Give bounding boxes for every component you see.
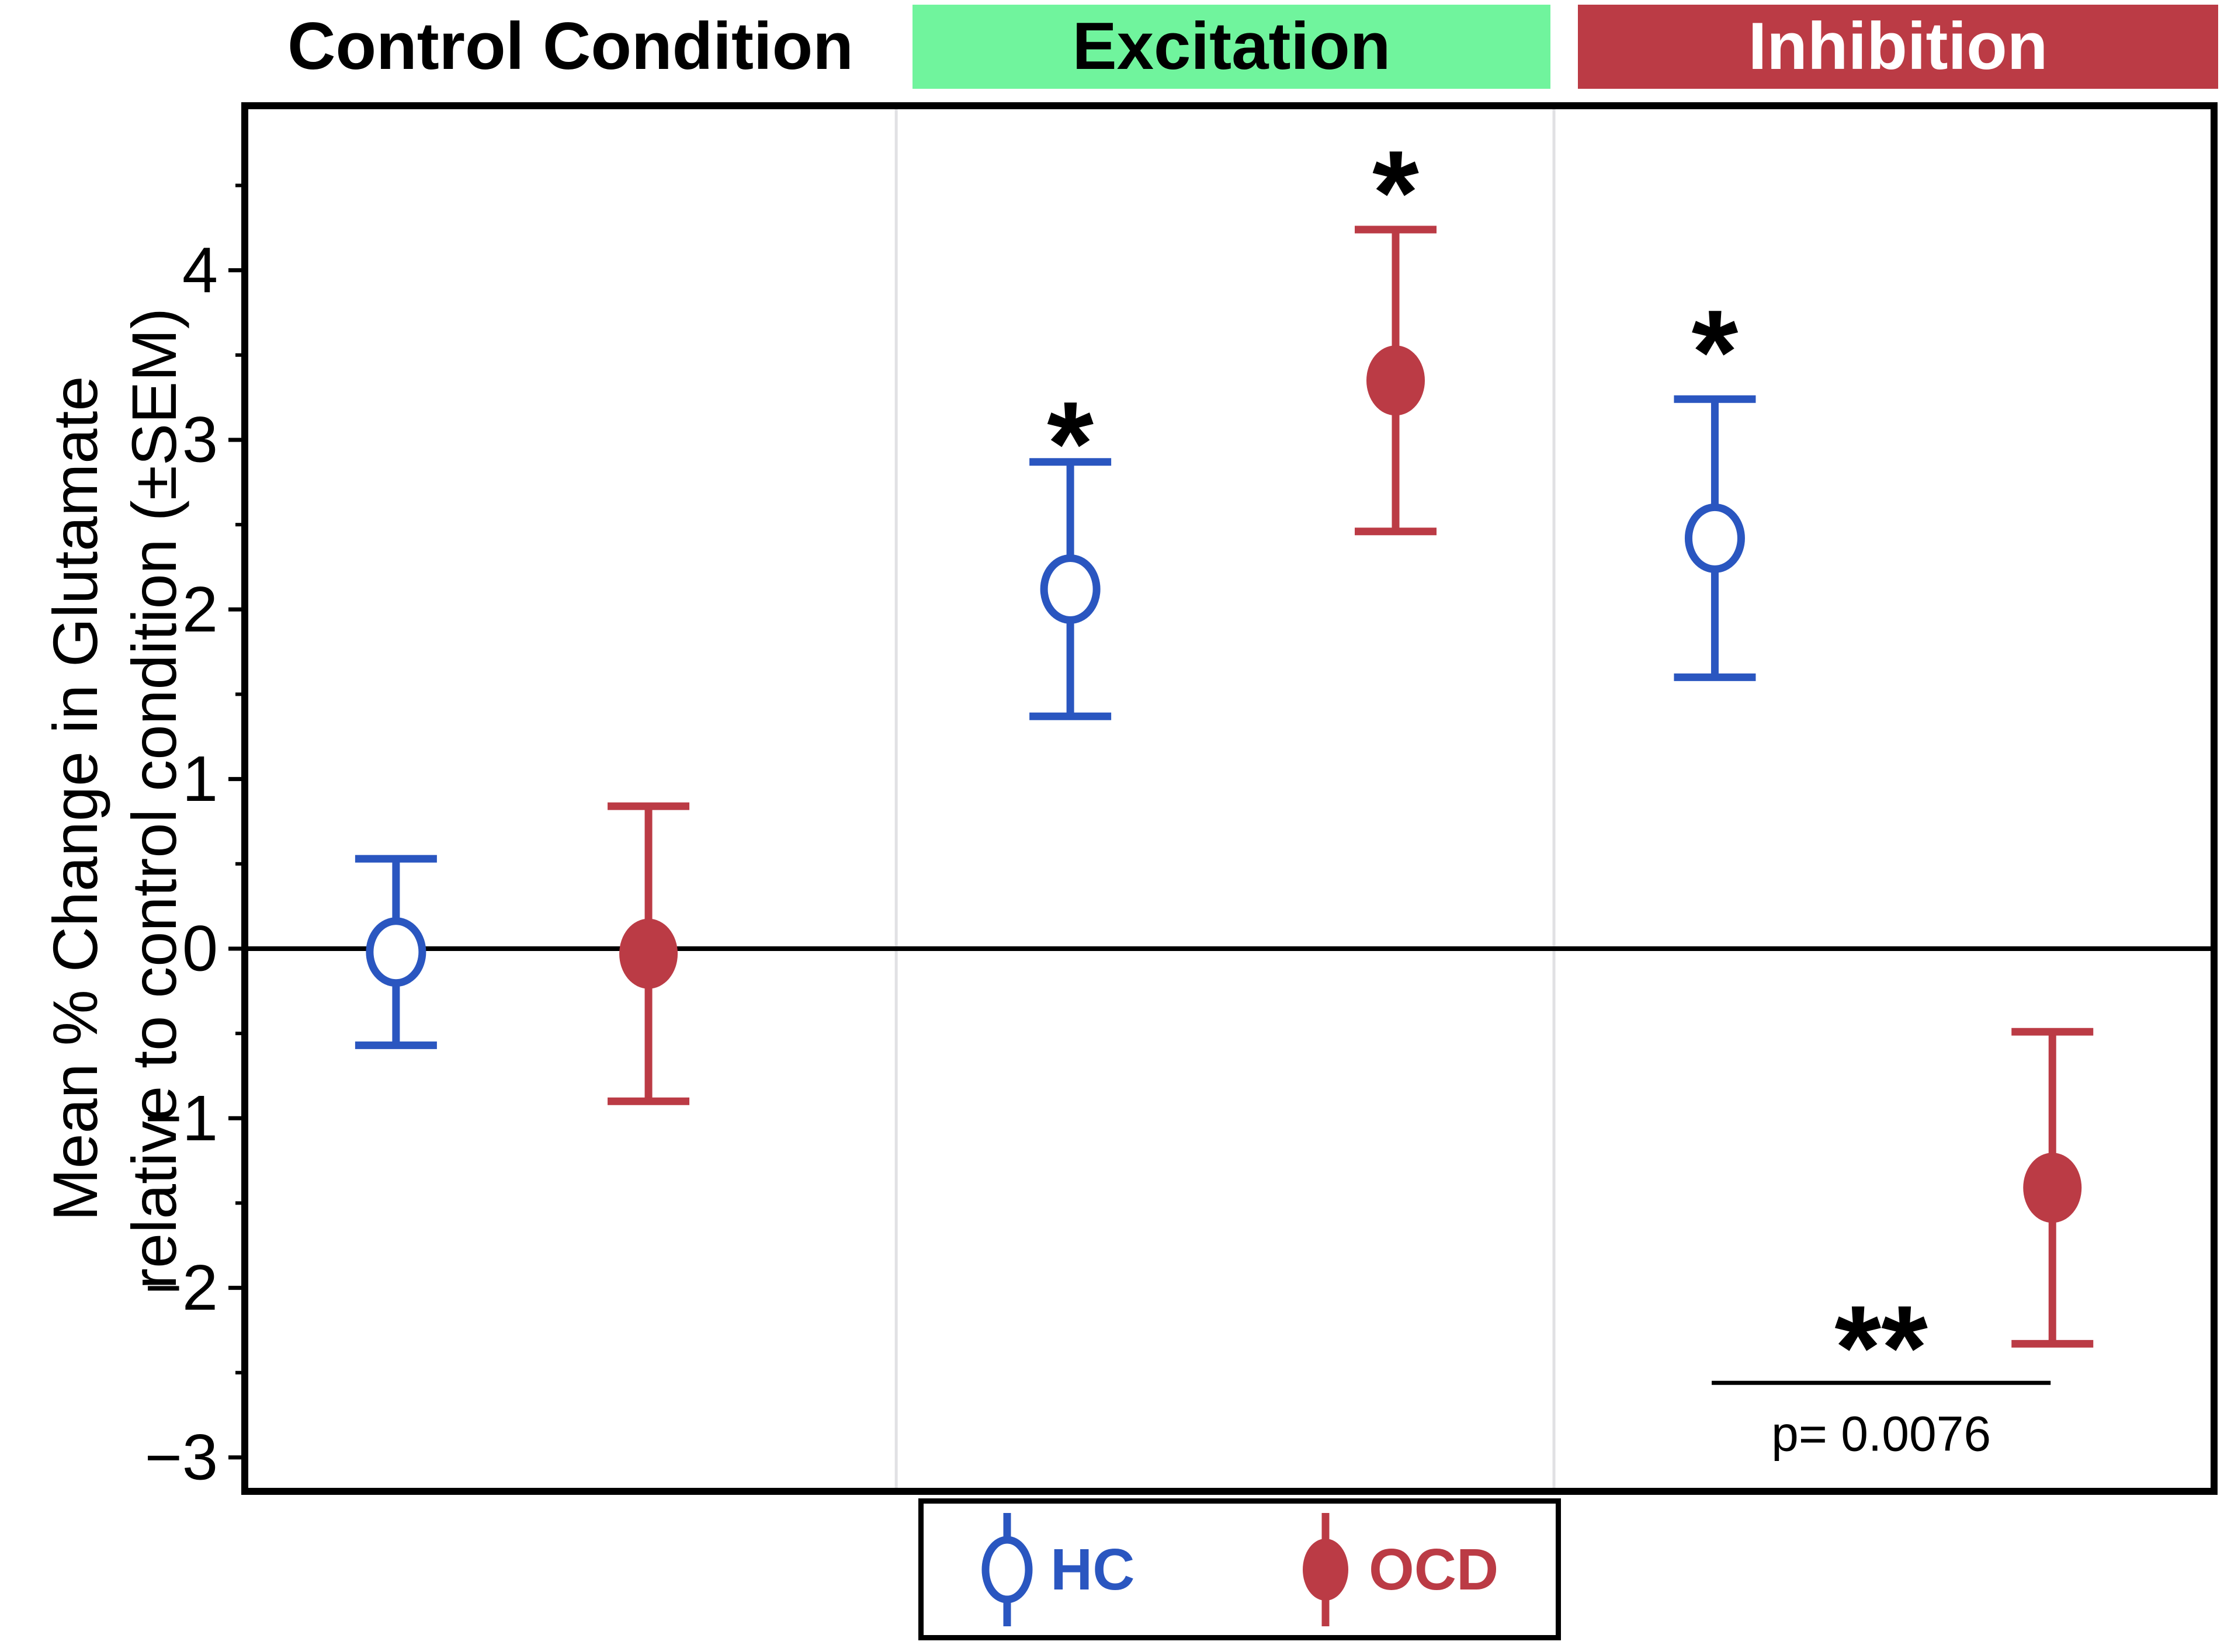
header-excitation-label: Excitation: [1072, 9, 1391, 84]
legend-label-hc: HC: [1050, 1536, 1135, 1602]
significance-star-hc: *: [1692, 285, 1739, 419]
header-control-condition-label: Control Condition: [287, 9, 853, 84]
ocd-filled-circle-marker-icon: [1303, 1512, 1348, 1626]
legend-item-hc: HC: [979, 1504, 1134, 1635]
y-axis-tick-label: −1: [145, 1082, 218, 1154]
legend-item-ocd: OCD: [1297, 1504, 1498, 1635]
marker-open-circle-hc: [1684, 503, 1745, 573]
header-control-condition: Control Condition: [245, 5, 896, 89]
significance-star-hc: *: [1047, 377, 1094, 511]
legend-label-ocd: OCD: [1369, 1536, 1499, 1602]
y-axis-tick-label: −2: [145, 1252, 218, 1324]
hc-open-circle-marker-icon: [981, 1512, 1033, 1626]
y-axis-tick-label: 1: [182, 743, 218, 815]
y-axis-tick-label: 4: [182, 234, 218, 306]
y-axis-tick-label: −3: [145, 1421, 218, 1493]
header-inhibition: Inhibition: [1578, 5, 2218, 89]
marker-filled-circle-ocd: [1366, 345, 1425, 416]
marker-open-circle-hc: [1040, 554, 1101, 624]
marker-open-circle-hc: [366, 917, 426, 987]
marker-filled-circle-ocd: [2023, 1153, 2082, 1223]
marker-filled-circle-ocd: [619, 918, 678, 989]
header-inhibition-label: Inhibition: [1748, 9, 2048, 84]
y-axis-tick-label: 0: [182, 912, 218, 984]
header-excitation: Excitation: [913, 5, 1550, 89]
significance-star-ocd: *: [1372, 126, 1419, 259]
y-axis-tick-label: 2: [182, 574, 218, 645]
y-axis-tick-label: 3: [182, 404, 218, 476]
legend: HC OCD: [918, 1498, 1561, 1640]
comparison-stars: **: [1834, 1281, 1928, 1415]
p-value-label: p= 0.0076: [1771, 1406, 1991, 1461]
plot-border: [241, 102, 2218, 1495]
